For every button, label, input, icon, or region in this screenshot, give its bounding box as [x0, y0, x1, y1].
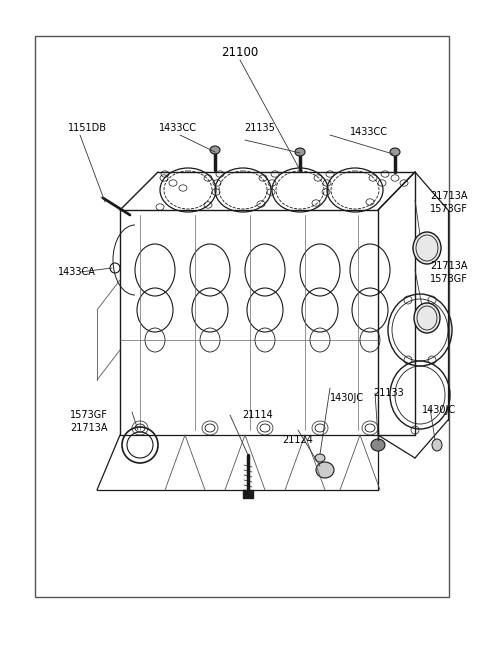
Text: 1573GF: 1573GF: [430, 204, 468, 214]
Text: 21100: 21100: [221, 45, 259, 58]
Ellipse shape: [316, 462, 334, 478]
Text: 1433CC: 1433CC: [159, 123, 197, 133]
Text: 1433CC: 1433CC: [350, 127, 388, 137]
Ellipse shape: [432, 439, 442, 451]
Text: 1430JC: 1430JC: [330, 393, 364, 403]
Bar: [243, 490, 253, 498]
Text: 1151DB: 1151DB: [68, 123, 107, 133]
Text: 21713A: 21713A: [430, 261, 468, 271]
Text: 21124: 21124: [283, 435, 313, 445]
Ellipse shape: [413, 232, 441, 264]
Text: 1573GF: 1573GF: [430, 274, 468, 284]
Text: 1430JC: 1430JC: [422, 405, 456, 415]
Text: 21133: 21133: [373, 388, 404, 398]
Text: 21135: 21135: [245, 123, 276, 133]
Text: 21713A: 21713A: [70, 423, 108, 433]
Text: 21114: 21114: [242, 410, 273, 420]
Ellipse shape: [295, 148, 305, 156]
Ellipse shape: [315, 454, 325, 462]
Text: 21713A: 21713A: [430, 191, 468, 201]
Bar: [35, 36, 449, 597]
Text: 1573GF: 1573GF: [70, 410, 108, 420]
Ellipse shape: [210, 146, 220, 154]
Ellipse shape: [371, 439, 385, 451]
Ellipse shape: [390, 148, 400, 156]
Ellipse shape: [414, 303, 440, 333]
Text: 1433CA: 1433CA: [58, 267, 96, 277]
